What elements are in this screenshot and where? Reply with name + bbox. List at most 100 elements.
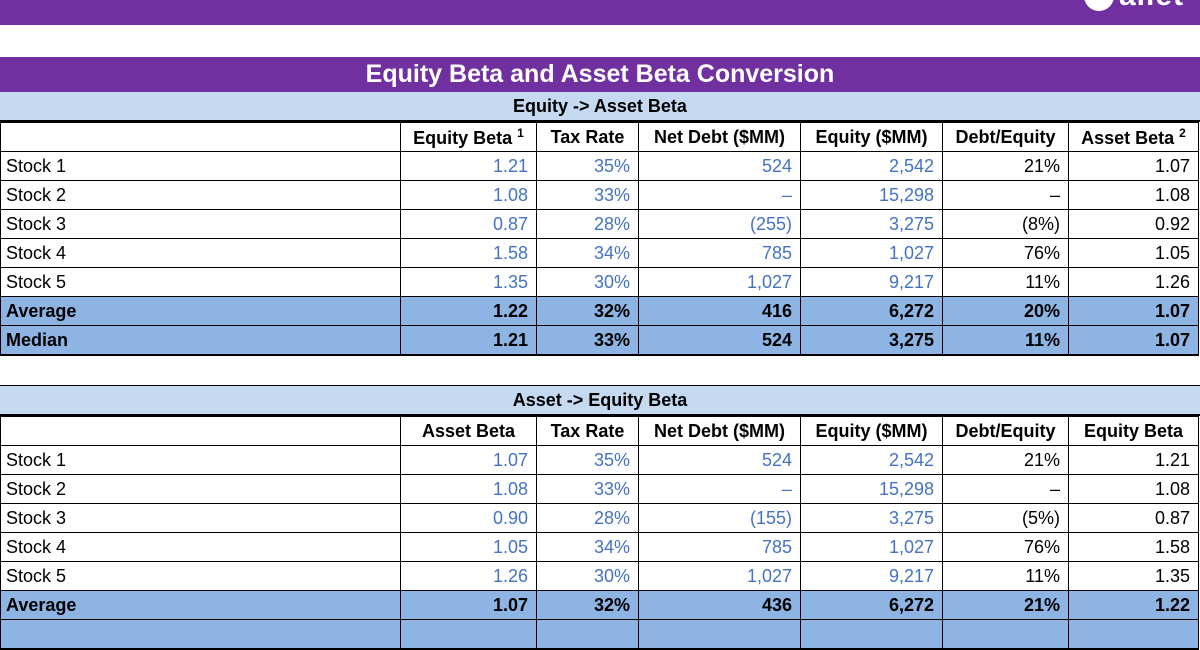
value-cell[interactable]: 15,298 xyxy=(800,474,943,504)
column-header-cell[interactable]: Tax Rate xyxy=(536,416,639,446)
value-cell[interactable]: 9,217 xyxy=(800,561,943,591)
value-cell[interactable]: 2,542 xyxy=(800,151,943,181)
value-cell[interactable]: 1.35 xyxy=(400,267,537,297)
value-cell[interactable]: 1.05 xyxy=(400,532,537,562)
value-cell[interactable]: 1.05 xyxy=(1068,238,1199,268)
value-cell[interactable]: 3,275 xyxy=(800,325,943,356)
column-header-cell[interactable]: Debt/Equity xyxy=(942,122,1069,152)
value-cell[interactable]: 1,027 xyxy=(800,532,943,562)
value-cell[interactable]: 0.87 xyxy=(400,209,537,239)
value-cell[interactable]: (255) xyxy=(638,209,801,239)
value-cell[interactable]: 785 xyxy=(638,238,801,268)
value-cell[interactable]: (155) xyxy=(638,503,801,533)
column-header-cell[interactable]: Asset Beta xyxy=(400,416,537,446)
corner-cell[interactable] xyxy=(0,416,401,446)
value-cell[interactable]: 1.07 xyxy=(1068,325,1199,356)
value-cell[interactable]: 34% xyxy=(536,238,639,268)
value-cell[interactable]: 3,275 xyxy=(800,503,943,533)
value-cell[interactable] xyxy=(942,619,1069,650)
row-label-cell[interactable]: Median xyxy=(0,325,401,356)
value-cell[interactable]: 15,298 xyxy=(800,180,943,210)
row-label-cell[interactable]: Stock 3 xyxy=(0,503,401,533)
value-cell[interactable]: 11% xyxy=(942,561,1069,591)
value-cell[interactable]: 35% xyxy=(536,445,639,475)
value-cell[interactable]: 524 xyxy=(638,325,801,356)
value-cell[interactable]: 0.92 xyxy=(1068,209,1199,239)
value-cell[interactable]: 33% xyxy=(536,474,639,504)
value-cell[interactable] xyxy=(638,619,801,650)
row-label-cell[interactable]: Stock 1 xyxy=(0,445,401,475)
value-cell[interactable]: 21% xyxy=(942,151,1069,181)
value-cell[interactable]: 1.08 xyxy=(1068,474,1199,504)
column-header-cell[interactable]: Net Debt ($MM) xyxy=(638,416,801,446)
value-cell[interactable]: – xyxy=(942,474,1069,504)
value-cell[interactable]: 11% xyxy=(942,325,1069,356)
column-header-cell[interactable]: Tax Rate xyxy=(536,122,639,152)
value-cell[interactable]: 3,275 xyxy=(800,209,943,239)
row-label-cell[interactable]: Stock 2 xyxy=(0,474,401,504)
column-header-cell[interactable]: Equity Beta xyxy=(1068,416,1199,446)
column-header-cell[interactable]: Equity ($MM) xyxy=(800,122,943,152)
value-cell[interactable]: 1.21 xyxy=(400,151,537,181)
value-cell[interactable]: 1.07 xyxy=(400,590,537,620)
value-cell[interactable]: 0.90 xyxy=(400,503,537,533)
value-cell[interactable]: 1.26 xyxy=(400,561,537,591)
value-cell[interactable]: 28% xyxy=(536,503,639,533)
value-cell[interactable]: 1.21 xyxy=(400,325,537,356)
column-header-cell[interactable]: Equity ($MM) xyxy=(800,416,943,446)
value-cell[interactable]: 30% xyxy=(536,267,639,297)
row-label-cell[interactable]: Stock 4 xyxy=(0,532,401,562)
row-label-cell[interactable]: Stock 2 xyxy=(0,180,401,210)
value-cell[interactable]: 33% xyxy=(536,325,639,356)
value-cell[interactable]: 1.08 xyxy=(400,474,537,504)
value-cell[interactable]: 30% xyxy=(536,561,639,591)
value-cell[interactable] xyxy=(400,619,537,650)
value-cell[interactable]: 32% xyxy=(536,590,639,620)
value-cell[interactable]: 1.08 xyxy=(400,180,537,210)
value-cell[interactable]: 1,027 xyxy=(638,267,801,297)
value-cell[interactable]: 6,272 xyxy=(800,590,943,620)
value-cell[interactable]: 436 xyxy=(638,590,801,620)
value-cell[interactable]: 1.08 xyxy=(1068,180,1199,210)
row-label-cell[interactable]: Average xyxy=(0,296,401,326)
value-cell[interactable]: 1.35 xyxy=(1068,561,1199,591)
value-cell[interactable]: 524 xyxy=(638,445,801,475)
value-cell[interactable]: (8%) xyxy=(942,209,1069,239)
value-cell[interactable]: 6,272 xyxy=(800,296,943,326)
value-cell[interactable] xyxy=(536,619,639,650)
value-cell[interactable]: 11% xyxy=(942,267,1069,297)
value-cell[interactable]: 35% xyxy=(536,151,639,181)
value-cell[interactable]: 76% xyxy=(942,238,1069,268)
value-cell[interactable]: 1,027 xyxy=(800,238,943,268)
value-cell[interactable]: 9,217 xyxy=(800,267,943,297)
value-cell[interactable]: 1.58 xyxy=(400,238,537,268)
value-cell[interactable]: 1.07 xyxy=(1068,296,1199,326)
value-cell[interactable]: (5%) xyxy=(942,503,1069,533)
value-cell[interactable]: 1.58 xyxy=(1068,532,1199,562)
value-cell[interactable]: 21% xyxy=(942,445,1069,475)
value-cell[interactable]: – xyxy=(638,180,801,210)
value-cell[interactable]: 1.22 xyxy=(400,296,537,326)
value-cell[interactable]: 524 xyxy=(638,151,801,181)
column-header-cell[interactable]: Debt/Equity xyxy=(942,416,1069,446)
row-label-cell[interactable]: Stock 5 xyxy=(0,561,401,591)
value-cell[interactable]: 1.07 xyxy=(1068,151,1199,181)
value-cell[interactable] xyxy=(800,619,943,650)
value-cell[interactable]: 1.22 xyxy=(1068,590,1199,620)
row-label-cell[interactable] xyxy=(0,619,401,650)
value-cell[interactable]: 1,027 xyxy=(638,561,801,591)
value-cell[interactable] xyxy=(1068,619,1199,650)
value-cell[interactable]: 785 xyxy=(638,532,801,562)
row-label-cell[interactable]: Stock 4 xyxy=(0,238,401,268)
row-label-cell[interactable]: Stock 3 xyxy=(0,209,401,239)
value-cell[interactable]: 416 xyxy=(638,296,801,326)
value-cell[interactable]: 2,542 xyxy=(800,445,943,475)
value-cell[interactable]: 1.26 xyxy=(1068,267,1199,297)
value-cell[interactable]: 0.87 xyxy=(1068,503,1199,533)
value-cell[interactable]: 28% xyxy=(536,209,639,239)
row-label-cell[interactable]: Average xyxy=(0,590,401,620)
value-cell[interactable]: 32% xyxy=(536,296,639,326)
value-cell[interactable]: 1.21 xyxy=(1068,445,1199,475)
value-cell[interactable]: 34% xyxy=(536,532,639,562)
value-cell[interactable]: – xyxy=(942,180,1069,210)
